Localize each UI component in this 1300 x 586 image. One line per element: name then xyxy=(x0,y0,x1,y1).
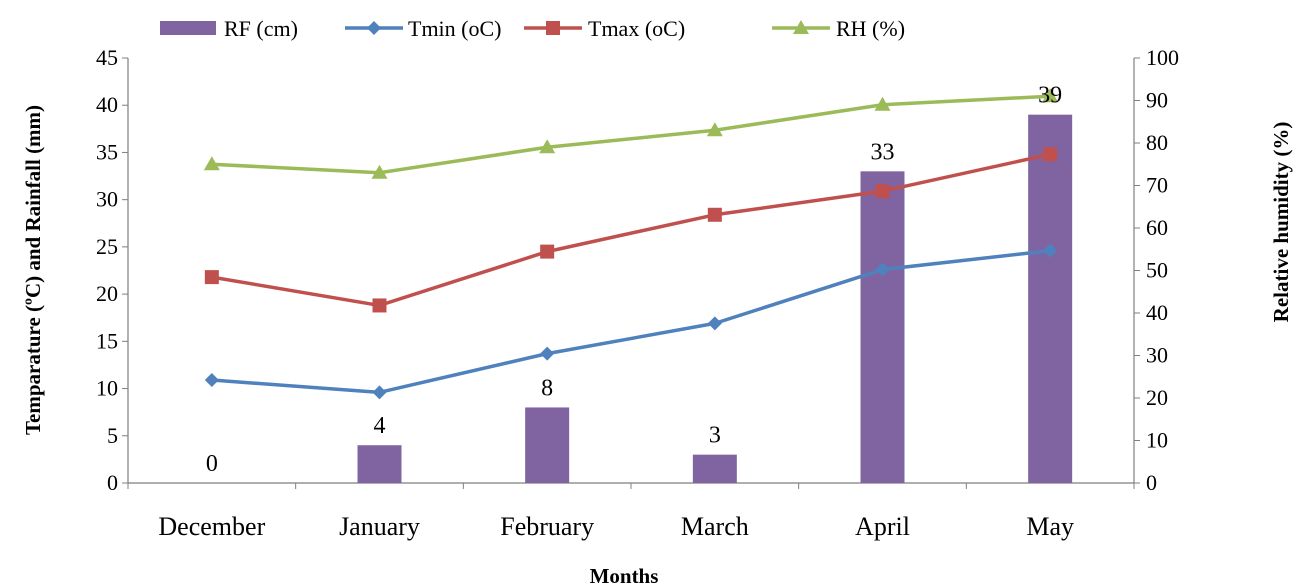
bar xyxy=(1028,114,1073,484)
point-marker xyxy=(367,21,381,35)
y2-tick-label: 100 xyxy=(1146,45,1179,70)
bar-data-label: 3 xyxy=(709,423,721,449)
y-tick-label: 40 xyxy=(96,92,118,117)
legend-swatch xyxy=(160,21,216,35)
y-tick-label: 0 xyxy=(107,470,118,495)
y2-tick-label: 70 xyxy=(1146,173,1168,198)
series-line xyxy=(211,152,1051,308)
point-marker xyxy=(372,385,387,400)
y2-tick-label: 50 xyxy=(1146,258,1168,283)
point-marker xyxy=(539,139,556,154)
legend-label: RH (%) xyxy=(836,16,905,41)
x-tick-label: December xyxy=(158,512,265,541)
legend-label: Tmax (oC) xyxy=(588,16,685,41)
bar xyxy=(692,454,737,483)
line-series xyxy=(203,88,1059,400)
y2-tick-label: 80 xyxy=(1146,130,1168,155)
legend-item: Tmin (oC) xyxy=(345,16,502,41)
bar-data-label: 8 xyxy=(541,375,553,401)
y2-tick-label: 0 xyxy=(1146,470,1157,495)
point-marker xyxy=(204,270,219,285)
point-marker xyxy=(1043,147,1058,162)
y-tick-label: 45 xyxy=(96,45,118,70)
y2-tick-label: 60 xyxy=(1146,215,1168,240)
point-marker xyxy=(707,207,722,222)
point-marker xyxy=(707,316,722,331)
legend-item: Tmax (oC) xyxy=(524,16,685,41)
bar xyxy=(860,171,905,484)
bar-data-label: 33 xyxy=(871,139,895,165)
y2-tick-label: 10 xyxy=(1146,428,1168,453)
y-tick-label: 20 xyxy=(96,281,118,306)
point-marker xyxy=(540,244,555,259)
y2-tick-label: 90 xyxy=(1146,88,1168,113)
y2-tick-label: 30 xyxy=(1146,343,1168,368)
point-marker xyxy=(204,373,219,388)
series-line xyxy=(211,94,1051,175)
x-tick-label: February xyxy=(500,512,594,541)
bar-data-label: 39 xyxy=(1038,83,1062,109)
point-marker xyxy=(372,298,387,313)
point-marker xyxy=(875,262,890,277)
y-tick-label: 25 xyxy=(96,234,118,259)
bar-series xyxy=(357,114,1073,484)
x-tick-label: January xyxy=(339,512,420,541)
point-marker xyxy=(1042,88,1059,103)
y-tick-label: 35 xyxy=(96,139,118,164)
legend-item: RF (cm) xyxy=(160,16,298,41)
y2-axis-title: Relative humidity (%) xyxy=(1269,122,1293,323)
legend: RF (cm) Tmin (oC) Tmax (oC) RH (%) xyxy=(160,16,905,41)
chart-axes: 0510152025303540450102030405060708090100… xyxy=(96,45,1179,541)
bar-data-label: 4 xyxy=(374,413,386,439)
point-marker xyxy=(706,122,723,137)
point-marker xyxy=(371,164,388,179)
y-tick-label: 5 xyxy=(107,423,118,448)
point-marker xyxy=(546,21,560,35)
legend-label: Tmin (oC) xyxy=(408,16,502,41)
x-tick-label: May xyxy=(1026,512,1074,541)
point-marker xyxy=(793,20,809,34)
y-tick-label: 10 xyxy=(96,376,118,401)
legend-item: RH (%) xyxy=(772,16,905,41)
y-axis-title: Temparature (ºC) and Rainfall (mm) xyxy=(21,105,45,435)
bar-data-label: 0 xyxy=(206,451,218,477)
y2-tick-label: 40 xyxy=(1146,300,1168,325)
point-marker xyxy=(875,184,890,199)
point-marker xyxy=(1043,243,1058,258)
point-marker xyxy=(203,156,220,171)
legend-label: RF (cm) xyxy=(224,16,298,41)
point-marker xyxy=(874,96,891,111)
y2-tick-label: 20 xyxy=(1146,385,1168,410)
bar xyxy=(525,407,570,483)
x-tick-label: March xyxy=(681,512,749,541)
y-tick-label: 15 xyxy=(96,328,118,353)
series-line xyxy=(211,248,1051,395)
bar xyxy=(357,445,402,483)
x-tick-label: April xyxy=(855,512,910,541)
y-tick-label: 30 xyxy=(96,187,118,212)
point-marker xyxy=(540,346,555,361)
x-axis-title: Months xyxy=(590,564,659,586)
